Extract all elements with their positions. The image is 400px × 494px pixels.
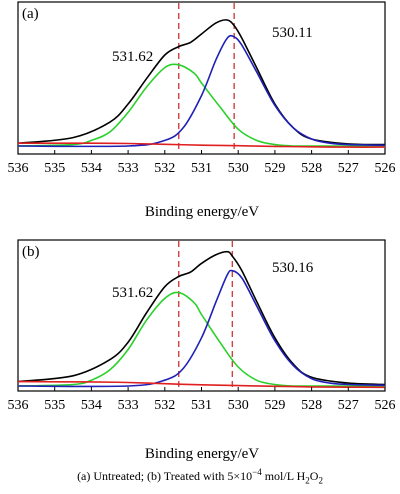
x-tick-label: 531 bbox=[191, 398, 212, 413]
x-tick-label: 526 bbox=[375, 398, 396, 413]
x-axis-title: Binding energy/eV bbox=[145, 204, 259, 220]
caption-subscript-h: 2 bbox=[305, 475, 310, 486]
peak-fit-curve bbox=[17, 34, 386, 148]
x-tick-label: 530 bbox=[228, 398, 249, 413]
caption-unit: mol/L H bbox=[261, 469, 306, 483]
x-tick-label: 534 bbox=[81, 398, 102, 413]
background-curve bbox=[18, 142, 386, 148]
envelope-curve bbox=[17, 250, 386, 386]
peak-annotation: 530.11 bbox=[272, 25, 313, 41]
panel-label: (a) bbox=[22, 6, 39, 22]
plot-frame bbox=[17, 1, 386, 155]
x-tick-label: 529 bbox=[264, 161, 285, 176]
peak-fit-curve bbox=[17, 269, 386, 388]
peak-fit-curve bbox=[17, 63, 385, 147]
peak-annotation: 531.62 bbox=[112, 49, 153, 65]
caption-oxygen: O bbox=[309, 469, 319, 483]
x-tick-label: 536 bbox=[8, 398, 29, 413]
peak-annotation: 530.16 bbox=[272, 260, 314, 276]
figure-caption: (a) Untreated; (b) Treated with 5×10−4 m… bbox=[0, 467, 400, 485]
panel-label: (b) bbox=[22, 244, 40, 260]
x-tick-label: 527 bbox=[338, 398, 359, 413]
x-tick-label: 531 bbox=[191, 161, 212, 176]
x-tick-label: 527 bbox=[338, 161, 359, 176]
x-tick-label: 528 bbox=[301, 161, 322, 176]
x-tick-label: 526 bbox=[375, 161, 396, 176]
x-tick-label: 532 bbox=[154, 161, 175, 176]
background-curve bbox=[17, 380, 386, 389]
panel-a: 536 535 534 533 532 531 530 529 528 527 526 (a) 531.… bbox=[8, 1, 396, 220]
peak-annotation: 531.62 bbox=[112, 285, 153, 301]
caption-subscript-o: 2 bbox=[318, 475, 323, 486]
x-tick-label: 532 bbox=[154, 398, 175, 413]
x-tick-label: 536 bbox=[8, 161, 29, 176]
x-tick-label: 535 bbox=[44, 398, 65, 413]
x-tick-label: 528 bbox=[301, 398, 322, 413]
x-tick-label: 530 bbox=[228, 161, 249, 176]
x-tick-label: 534 bbox=[81, 161, 102, 176]
caption-exponent: −4 bbox=[252, 467, 262, 477]
x-axis-title: Binding energy/eV bbox=[145, 446, 259, 462]
panel-b: 536 535 534 533 532 531 530 529 528 527 526 (b) 531.… bbox=[8, 239, 396, 462]
x-tick-label: 533 bbox=[118, 398, 139, 413]
x-tick-label: 535 bbox=[44, 161, 65, 176]
x-tick-label: 533 bbox=[118, 161, 139, 176]
x-tick-label: 529 bbox=[264, 398, 285, 413]
caption-text: (a) Untreated; (b) Treated with 5×10 bbox=[77, 469, 253, 483]
